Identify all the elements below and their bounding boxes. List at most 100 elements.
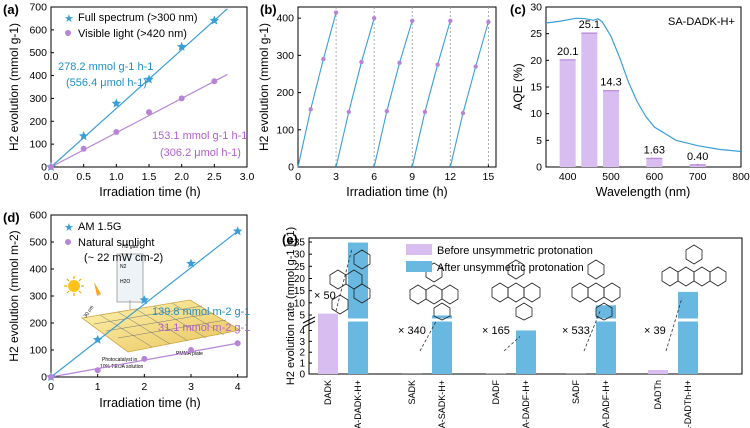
bar-after [432,315,452,374]
x-tick-label: 2 [141,381,147,393]
panel-c-sample: SA-DADK-H+ [668,16,735,28]
panel-e-ylabel: H2 evolution rate (mmol g-1 h-1) [285,227,297,385]
legend-visible-light: Visible light (>420 nm) [78,28,187,40]
y-tick-label: 600 [29,210,47,222]
annotation-full-rate: 278.2 mmol g-1 h-1 [58,61,153,73]
molecule-sa-dadth-icon [661,244,727,287]
category-label: SA-DADTh-H+ [683,380,693,428]
y-tick-label: 1 [299,359,305,370]
category-label: DADF [491,379,501,404]
panel-d-ylabel: H2 evolution (mmol m-2) [7,230,21,361]
panel-c: (c) 400 500 600 700 800 0 5 10 15 20 25 30 20.1 25.1… [510,2,750,200]
panel-d-label: (d) [3,210,20,225]
aqe-bar [603,90,619,167]
x-tick-label: 600 [646,171,664,183]
panel-b-ylabel: H2 evolution (mmol g-1) [257,23,271,151]
cycle-line [297,12,337,168]
panel-a-points [46,15,220,171]
panel-c-bars: 20.1 25.1 14.3 1.63 0.40 [557,19,708,168]
cycle-point [448,18,453,23]
data-point-star [111,98,122,108]
panel-b-frame [297,6,497,168]
x-tick-label: 400 [559,171,577,183]
factor-label: × 340 [398,325,426,337]
y-tick-label: 0 [41,372,47,384]
panel-a-axes: 0.0 0.5 1.0 1.5 2.0 2.5 3.0 0 100 200 300 400 500 600… [29,2,254,184]
x-tick-label: 800 [732,171,750,183]
data-point-circle [48,164,54,170]
y-tick-label: 20 [294,274,306,285]
aqe-bar-label: 20.1 [557,46,578,58]
y-tick-label: 10 [294,298,306,309]
y-tick-label: 35 [294,238,306,249]
bar-after [516,330,536,374]
legend-after-swatch [406,261,432,272]
y-tick-label: 30 [530,2,542,14]
bar-after [678,291,698,374]
aqe-bar-label: 1.63 [644,144,665,156]
annotation-full-rate-sub: (556.4 μmol h-1) [66,77,147,89]
panel-b-label: (b) [260,2,277,17]
absorption-curve [545,17,742,153]
panel-b: (b) 0 3 6 9 12 15 0 100 200 300 400 Irradiation ti… [257,2,497,199]
factor-arrow [419,321,437,352]
x-tick-label: 3 [188,381,194,393]
inset-photocatalyst: Photocatalyst in [102,357,138,363]
aqe-bar [581,33,598,168]
y-tick-label: 0 [299,370,305,381]
data-point-star [176,41,187,51]
y-tick-label: 100 [276,124,294,136]
data-point-star [186,258,196,268]
reaction-vessel [116,253,144,303]
panel-b-cycles [297,7,491,168]
cycle-point [473,64,478,69]
data-point-circle [48,374,54,380]
category-label: DADTh [653,380,663,410]
legend-before: Before unsymmetric protonation [437,245,593,257]
panel-a-label: (a) [3,2,19,17]
y-tick-label: 20 [530,55,542,67]
aqe-bar [689,164,706,167]
axis-break [302,316,316,324]
molecule-sa-sadk-icon [409,262,459,321]
light-beam-icon [94,282,101,296]
factor-arrow [335,248,353,312]
category-label: SADK [407,380,417,405]
y-tick-label: 0 [41,162,47,174]
cycle-point [397,60,402,66]
y-tick-label: 300 [276,50,294,62]
x-tick-label: 1 [95,381,101,393]
y-tick-label: 0 [288,162,294,174]
factor-arrow [665,297,683,352]
y-tick-label: 10 [530,108,542,120]
inset-n2: N2 [120,264,127,270]
cycle-point [486,19,491,25]
cycle-point [371,15,377,21]
x-tick-label: 2.0 [174,171,189,183]
y-tick-label: 200 [29,318,47,330]
panel-a: (a) 0.0 0.5 1.0 1.5 2.0 2.5 3.0 0 100 200 300 400 50… [3,2,254,200]
fit-line [50,230,239,378]
data-point-star [209,15,220,25]
y-tick-label: 500 [29,237,47,249]
legend-natural-sunlight: Natural sunlight [78,237,154,249]
aqe-bar [559,59,576,167]
y-tick-label: 400 [29,264,47,276]
panel-b-axes: 0 3 6 9 12 15 0 100 200 300 400 [276,13,494,183]
y-tick-label: 100 [29,345,47,357]
y-tick-label: 2 [299,348,305,359]
sun-icon [64,276,84,296]
aqe-bar-label: 25.1 [579,19,600,31]
inset-setup-illustration: H2 gas N2 H2O 30 cm Photocatalyst in 10%… [64,244,242,370]
y-tick-label: 600 [29,24,47,36]
y-tick-label: 15 [294,286,306,297]
y-tick-label: 400 [29,70,47,82]
annotation-sunlight-rate: 31.1 mmol m-2 g-1 [158,322,250,334]
data-point-star [78,131,89,141]
x-tick-label: 1.5 [142,171,157,183]
x-tick-label: 500 [602,171,620,183]
cycle-point [346,109,351,115]
